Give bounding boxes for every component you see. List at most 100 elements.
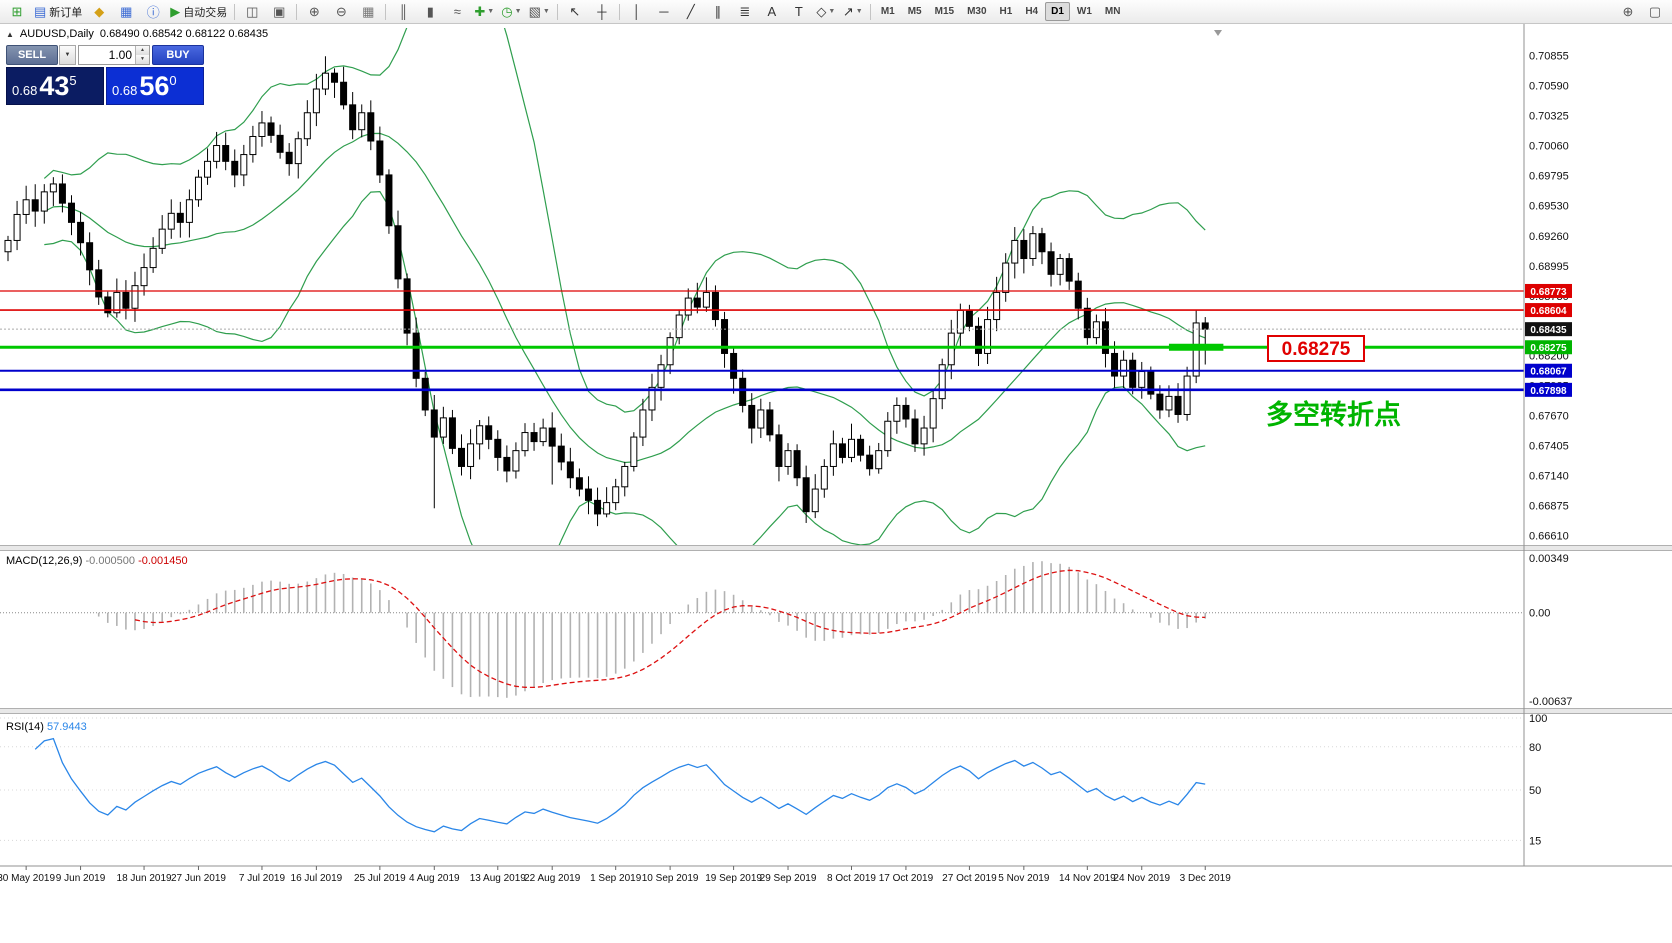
- date-label: 1 Sep 2019: [590, 873, 642, 884]
- macd-label: MACD(12,26,9) -0.000500 -0.001450: [6, 555, 188, 567]
- sell-price-big: 43: [39, 70, 70, 101]
- panel-separator[interactable]: [0, 708, 1672, 714]
- price-label-text: 0.68435: [1530, 325, 1567, 336]
- zoom-out-button[interactable]: ⊖: [328, 1, 354, 23]
- macd-scale-bottom: -0.00637: [1529, 696, 1572, 708]
- tf-m1-button[interactable]: M1: [880, 6, 895, 17]
- fibonacci-button[interactable]: ≣: [732, 1, 758, 23]
- volume-down-icon[interactable]: ▼: [136, 55, 149, 64]
- price-tick-label: 0.67670: [1529, 411, 1569, 423]
- chart-canvas[interactable]: 0.70855 0.70590 0.70325 0.70060 0.69795 0.695…: [0, 24, 1672, 943]
- shapes-button[interactable]: ◇ ▼: [813, 1, 839, 23]
- rsi-scale-label: 50: [1529, 785, 1541, 797]
- tf-w1-button[interactable]: W1: [1076, 6, 1092, 17]
- buy-price-big: 56: [139, 70, 170, 101]
- auto-trading-button[interactable]: ▶ 自动交易: [167, 1, 230, 23]
- trendline-button[interactable]: ╱: [678, 1, 704, 23]
- buy-price-panel[interactable]: 0.68 56 0: [106, 67, 204, 105]
- tf-m30-button[interactable]: M30: [967, 6, 987, 17]
- new-order-button[interactable]: ▤ 新订单: [31, 1, 85, 23]
- one-click-collapse-icon[interactable]: ▲: [6, 29, 14, 39]
- date-label: 9 Jun 2019: [56, 873, 106, 884]
- label-button[interactable]: T: [786, 1, 812, 23]
- tile-windows-button[interactable]: ◫: [239, 1, 265, 23]
- arrows-button[interactable]: ↗ ▼: [840, 1, 866, 23]
- search-button[interactable]: ⊕: [1615, 1, 1641, 23]
- chevron-down-icon: ▼: [487, 8, 495, 15]
- channel-button[interactable]: ∥: [705, 1, 731, 23]
- rsi-scale-label: 100: [1529, 713, 1547, 725]
- horizontal-line-button[interactable]: ─: [651, 1, 677, 23]
- tf-d1-button[interactable]: D1: [1045, 2, 1070, 21]
- zoom-in-button[interactable]: ⊕: [301, 1, 327, 23]
- price-tick-label: 0.68995: [1529, 261, 1569, 273]
- grid-button[interactable]: ▦: [355, 1, 381, 23]
- date-label: 19 Sep 2019: [705, 873, 762, 884]
- tf-h1-button[interactable]: H1: [999, 6, 1013, 17]
- price-tick-label: 0.66610: [1529, 530, 1569, 542]
- chart-shift-marker[interactable]: [1214, 30, 1222, 36]
- help-button[interactable]: ▢: [1642, 1, 1668, 23]
- tf-h4-button[interactable]: H4: [1025, 6, 1039, 17]
- add-indicator-button[interactable]: ✚ ▼: [471, 1, 497, 23]
- data-window-button[interactable]: ▦: [113, 1, 139, 23]
- sell-button[interactable]: SELL: [6, 45, 58, 65]
- line-chart-mode-button[interactable]: ≈: [444, 1, 470, 23]
- shapes-icon: ◇: [816, 3, 827, 19]
- toolbar-separator: [556, 3, 558, 20]
- price-annotation-text: 0.68275: [1282, 339, 1351, 360]
- bar-chart-mode-icon: ║: [398, 4, 408, 19]
- date-label: 5 Nov 2019: [998, 873, 1050, 884]
- sell-price-prefix: 0.68: [12, 82, 38, 98]
- volume-input[interactable]: [79, 46, 135, 64]
- sell-price-panel[interactable]: 0.68 43 5: [6, 67, 104, 105]
- price-annotation-box[interactable]: [1267, 335, 1365, 362]
- bar-chart-mode-button[interactable]: ║: [390, 1, 416, 23]
- turning-point-annotation[interactable]: 多空转折点: [1266, 399, 1401, 430]
- cursor-button[interactable]: ↖: [562, 1, 588, 23]
- order-options-dropdown[interactable]: ▼: [59, 45, 76, 65]
- new-chart-button[interactable]: ⊞: [4, 1, 30, 23]
- date-label: 14 Nov 2019: [1059, 873, 1116, 884]
- buy-price-prefix: 0.68: [112, 82, 138, 98]
- vertical-line-icon: │: [632, 4, 641, 19]
- toolbar-separator: [869, 3, 871, 20]
- price-label-text: 0.68275: [1530, 343, 1567, 354]
- tf-m5-button[interactable]: M5: [907, 6, 922, 17]
- tf-mn-button[interactable]: MN: [1104, 6, 1121, 17]
- text-button[interactable]: A: [759, 1, 785, 23]
- date-label: 4 Aug 2019: [409, 873, 460, 884]
- chart-area: 0.70855 0.70590 0.70325 0.70060 0.69795 0.695…: [0, 24, 1672, 943]
- cascade-windows-button[interactable]: ▣: [266, 1, 292, 23]
- channel-icon: ∥: [714, 3, 722, 19]
- time-axis[interactable]: 30 May 2019 9 Jun 2019 18 Jun 2019 27 Jun 2…: [0, 866, 1231, 884]
- volume-up-icon[interactable]: ▲: [136, 46, 149, 55]
- toolbar-separator: [618, 3, 620, 20]
- buy-button[interactable]: BUY: [152, 45, 204, 65]
- rsi-scale-label: 15: [1529, 835, 1541, 847]
- price-tick-label: 0.67405: [1529, 441, 1569, 453]
- candlesticks: [4, 56, 1209, 527]
- price-label-box: [1525, 340, 1572, 355]
- period-button[interactable]: ◷ ▼: [498, 1, 524, 23]
- price-label-box: [1525, 322, 1572, 337]
- panel-separator[interactable]: [0, 545, 1672, 551]
- date-label: 27 Jun 2019: [171, 873, 226, 884]
- candlestick-mode-button[interactable]: ▮: [417, 1, 443, 23]
- volume-stepper[interactable]: ▲ ▼: [135, 46, 149, 64]
- data-window-icon: ▦: [120, 3, 133, 19]
- price-tick-label: 0.69795: [1529, 170, 1569, 182]
- navigator-button[interactable]: ⓘ: [140, 1, 166, 23]
- crosshair-button[interactable]: ┼: [589, 1, 615, 23]
- tf-m15-button[interactable]: M15: [934, 6, 955, 17]
- market-watch-button[interactable]: ◆: [86, 1, 112, 23]
- price-label-box: [1525, 382, 1572, 397]
- price-label-box: [1525, 303, 1572, 318]
- price-scale[interactable]: 0.70855 0.70590 0.70325 0.70060 0.69795 0.695…: [1525, 51, 1572, 543]
- vertical-line-button[interactable]: │: [624, 1, 650, 23]
- price-tick-label: 0.70590: [1529, 81, 1569, 93]
- templates-button[interactable]: ▧ ▼: [526, 1, 553, 23]
- date-label: 7 Jul 2019: [239, 873, 286, 884]
- price-label-text: 0.67898: [1530, 386, 1567, 397]
- chevron-down-icon: ▼: [828, 8, 836, 15]
